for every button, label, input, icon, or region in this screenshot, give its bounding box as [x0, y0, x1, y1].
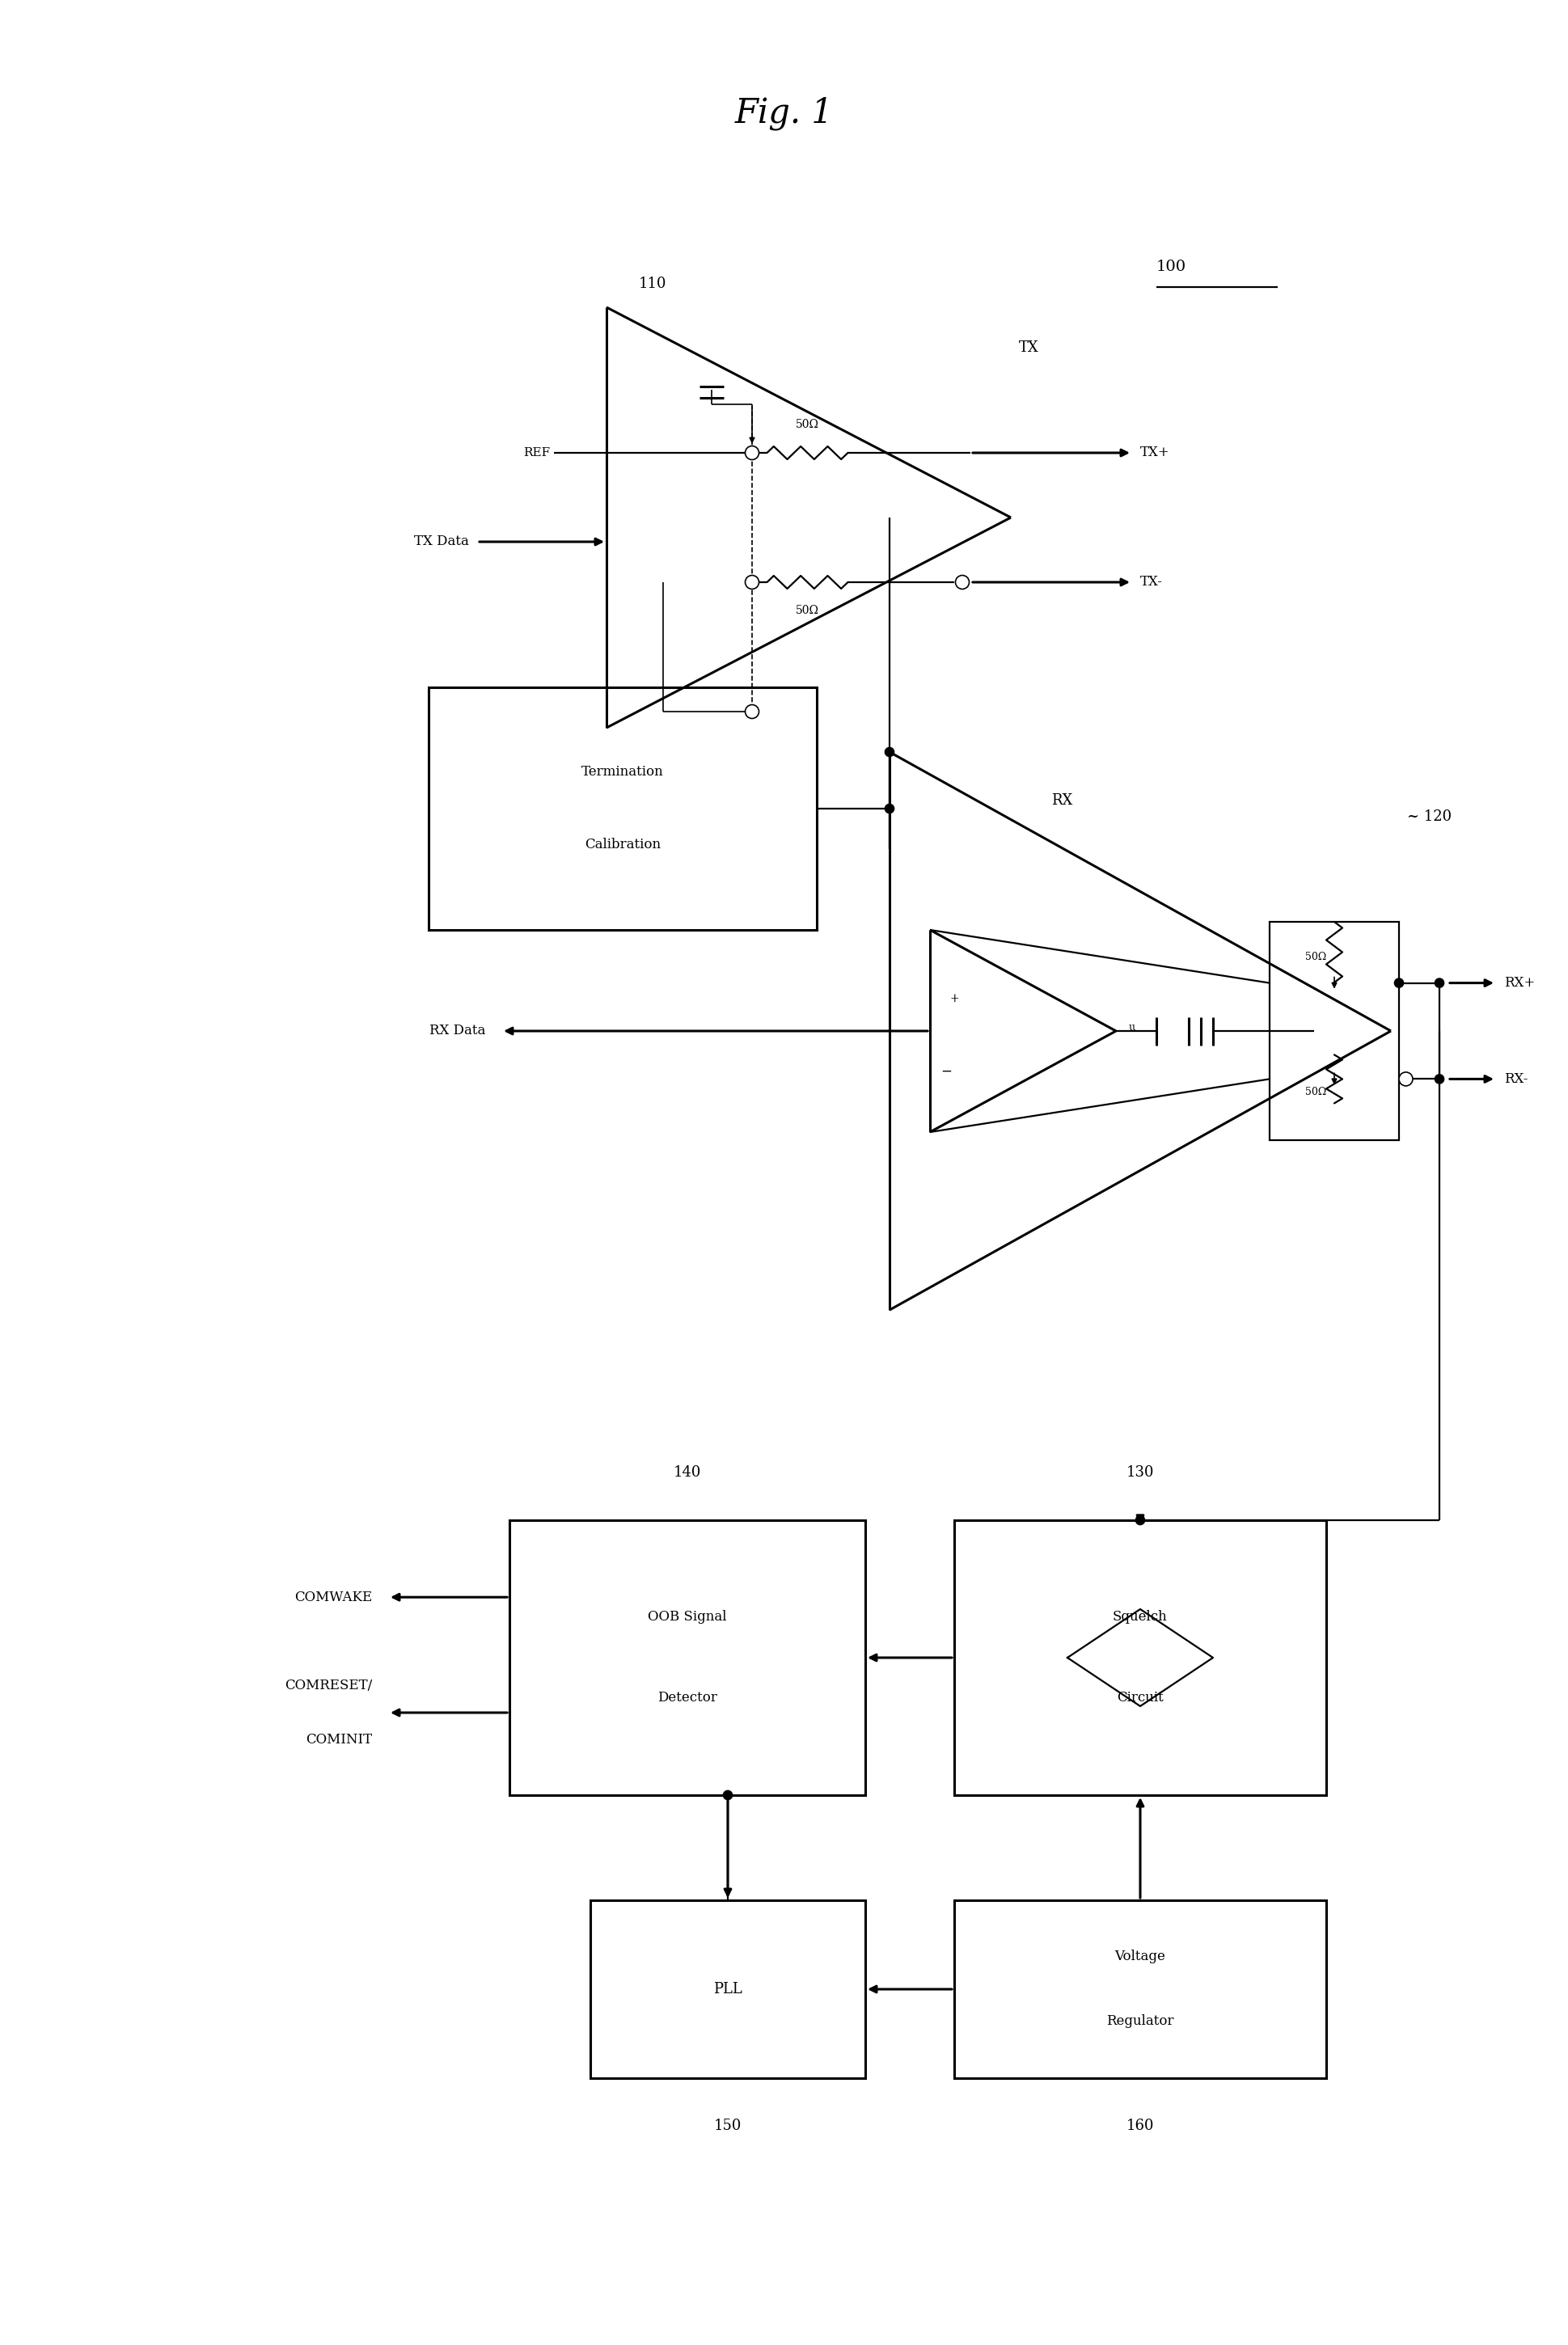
Text: Fig. 1: Fig. 1: [735, 96, 833, 131]
Circle shape: [745, 446, 759, 460]
Text: Detector: Detector: [657, 1691, 717, 1705]
Bar: [428, 687, 817, 931]
Text: RX: RX: [1051, 793, 1073, 807]
Bar: [510, 1520, 866, 1796]
Circle shape: [1435, 1074, 1443, 1083]
Text: ιι: ιι: [1127, 1022, 1135, 1032]
Text: 50Ω: 50Ω: [1305, 1086, 1325, 1097]
Text: 150: 150: [713, 2118, 742, 2134]
Text: 130: 130: [1126, 1466, 1154, 1480]
Circle shape: [723, 1792, 732, 1799]
Bar: [953, 1520, 1325, 1796]
Text: OOB Signal: OOB Signal: [648, 1611, 726, 1625]
Text: ~ 120: ~ 120: [1406, 809, 1450, 823]
Text: −: −: [941, 1065, 952, 1079]
Text: Calibration: Calibration: [585, 837, 660, 851]
Bar: [1269, 922, 1399, 1140]
Text: RX-: RX-: [1504, 1072, 1527, 1086]
Text: 110: 110: [638, 277, 666, 291]
Text: Voltage: Voltage: [1115, 1951, 1165, 1963]
Circle shape: [745, 706, 759, 718]
Text: 50Ω: 50Ω: [795, 420, 818, 429]
Circle shape: [955, 575, 969, 589]
Circle shape: [745, 575, 759, 589]
Text: REF: REF: [522, 448, 550, 460]
Text: Regulator: Regulator: [1105, 2014, 1173, 2028]
Text: 100: 100: [1156, 260, 1185, 274]
Circle shape: [1399, 1072, 1413, 1086]
Bar: [953, 1899, 1325, 2078]
Text: RX+: RX+: [1504, 976, 1534, 990]
Text: 140: 140: [673, 1466, 701, 1480]
Circle shape: [1135, 1515, 1145, 1524]
Text: COMWAKE: COMWAKE: [293, 1590, 372, 1604]
Circle shape: [1435, 978, 1443, 987]
Text: 50Ω: 50Ω: [1305, 952, 1325, 961]
Text: +: +: [949, 992, 958, 1004]
Text: COMRESET/: COMRESET/: [284, 1679, 372, 1693]
Circle shape: [884, 804, 894, 814]
Text: 50Ω: 50Ω: [795, 605, 818, 617]
Text: Squelch: Squelch: [1112, 1611, 1167, 1625]
Circle shape: [884, 748, 894, 757]
Text: COMINIT: COMINIT: [306, 1733, 372, 1747]
Text: 160: 160: [1126, 2118, 1154, 2134]
Text: TX-: TX-: [1140, 575, 1162, 589]
Circle shape: [1394, 978, 1403, 987]
Text: TX: TX: [1018, 340, 1038, 354]
Text: Circuit: Circuit: [1116, 1691, 1163, 1705]
Bar: [590, 1899, 866, 2078]
Text: Termination: Termination: [582, 764, 663, 779]
Text: TX Data: TX Data: [414, 535, 469, 549]
Text: TX+: TX+: [1140, 446, 1170, 460]
Text: RX Data: RX Data: [430, 1025, 485, 1039]
Text: PLL: PLL: [713, 1982, 742, 1996]
